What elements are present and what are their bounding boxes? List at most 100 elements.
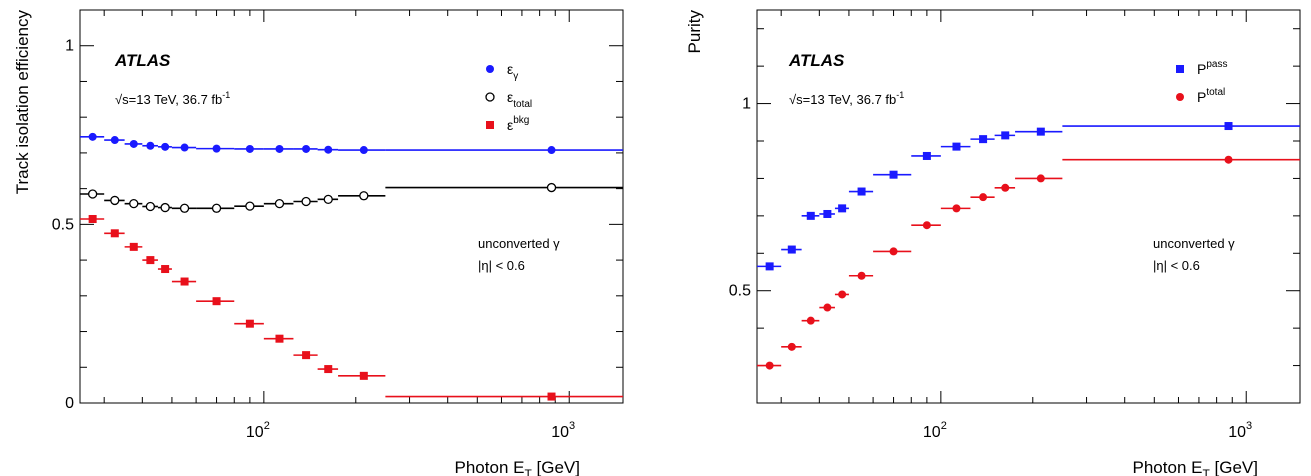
- legend-superscript: pass: [1206, 59, 1227, 70]
- x-tick-label: 103: [551, 420, 575, 441]
- data-point: [110, 229, 119, 238]
- data-point: [1036, 127, 1045, 136]
- data-point: [302, 351, 311, 360]
- data-point: [1036, 174, 1045, 183]
- data-point: [180, 143, 189, 152]
- legend-superscript: total: [1206, 87, 1225, 98]
- data-point: [823, 209, 832, 218]
- data-point: [547, 146, 556, 155]
- data-point: [211, 203, 222, 213]
- data-point: [110, 195, 120, 206]
- legend-entry-2: εtotal: [485, 89, 532, 110]
- x-tick-label: 102: [246, 420, 270, 441]
- energy-rest: =13 TeV, 36.7 fb: [803, 92, 897, 107]
- data-point: [87, 189, 98, 199]
- x-title-subscript: T: [1202, 467, 1210, 476]
- data-point: [359, 371, 368, 380]
- data-point: [324, 365, 333, 374]
- data-point: [1001, 183, 1010, 192]
- legend-superscript: bkg: [513, 115, 529, 126]
- data-point: [1224, 155, 1233, 164]
- data-point: [1224, 122, 1233, 131]
- x-tick-exponent: 2: [941, 420, 947, 432]
- legend-entry-3: εbkg: [486, 115, 529, 133]
- data-point: [922, 151, 931, 160]
- x-tick-label: 102: [923, 420, 947, 441]
- legend-label: εγ: [507, 61, 518, 82]
- annotation-conversion: unconverted γ: [478, 236, 560, 251]
- data-point: [88, 132, 97, 141]
- x-axis-title: Photon ET [GeV]: [455, 458, 580, 476]
- data-point: [245, 144, 254, 153]
- data-point: [857, 271, 866, 280]
- data-point: [302, 144, 311, 153]
- data-point: [129, 242, 138, 251]
- data-point: [857, 187, 866, 196]
- x-tick-base: 10: [923, 424, 941, 441]
- data-point: [179, 203, 190, 213]
- data-point: [275, 144, 284, 153]
- energy-root: √s: [789, 92, 803, 107]
- y-tick-label: 0.5: [729, 283, 751, 300]
- energy-rest: =13 TeV, 36.7 fb: [129, 92, 223, 107]
- y-axis-title: Track isolation efficiency: [13, 10, 32, 195]
- series-3: [80, 215, 623, 401]
- data-point: [546, 182, 557, 193]
- series-1: [80, 132, 623, 155]
- data-point: [889, 170, 898, 179]
- x-title-subscript: T: [524, 467, 532, 476]
- data-point: [838, 290, 847, 299]
- energy-sup: -1: [896, 90, 904, 100]
- legend-entry-2: Ptotal: [1176, 87, 1225, 105]
- data-point: [979, 135, 988, 144]
- data-point: [547, 392, 556, 401]
- atlas-label: ATLAS: [114, 51, 171, 70]
- data-point: [765, 262, 774, 271]
- x-tick-base: 10: [246, 424, 264, 441]
- data-point: [245, 201, 255, 211]
- data-point: [275, 334, 284, 343]
- x-tick-exponent: 3: [1246, 420, 1252, 432]
- energy-label: √s=13 TeV, 36.7 fb-1: [789, 90, 904, 107]
- data-point: [88, 215, 97, 224]
- data-point: [161, 265, 170, 274]
- legend-entry-1: εγ: [486, 61, 518, 82]
- plot-frame: [79, 9, 624, 404]
- data-point: [274, 198, 285, 209]
- legend-entry-1: Ppass: [1176, 59, 1227, 77]
- y-tick-label: 1: [742, 96, 751, 113]
- data-point: [359, 191, 369, 201]
- data-point: [180, 277, 189, 286]
- atlas-label: ATLAS: [788, 51, 845, 70]
- x-axis-title: Photon ET [GeV]: [1133, 458, 1258, 476]
- legend-marker: [1176, 93, 1184, 101]
- data-point: [161, 142, 170, 151]
- y-axis-title: Purity: [685, 10, 704, 54]
- data-point: [838, 204, 847, 213]
- plot-frame: [756, 9, 1301, 404]
- data-point: [952, 142, 961, 151]
- legend-label: εtotal: [507, 89, 532, 110]
- data-point: [806, 316, 815, 325]
- data-point: [324, 145, 333, 154]
- x-tick-label: 103: [1228, 420, 1252, 441]
- series-2: [757, 155, 1300, 370]
- legend-main: ε: [507, 89, 513, 105]
- legend-subscript: γ: [513, 71, 518, 82]
- legend-main: P: [1197, 61, 1206, 77]
- x-title-rest: [GeV]: [532, 458, 580, 476]
- data-point: [806, 211, 815, 220]
- data-point: [245, 319, 254, 328]
- legend-marker: [486, 65, 494, 73]
- legend-main: ε: [507, 117, 513, 133]
- legend-main: P: [1197, 89, 1206, 105]
- x-title-rest: [GeV]: [1210, 458, 1258, 476]
- legend-marker: [1176, 65, 1184, 73]
- data-point: [979, 193, 988, 202]
- data-point: [301, 196, 311, 207]
- data-point: [212, 297, 221, 306]
- x-tick-base: 10: [1228, 424, 1246, 441]
